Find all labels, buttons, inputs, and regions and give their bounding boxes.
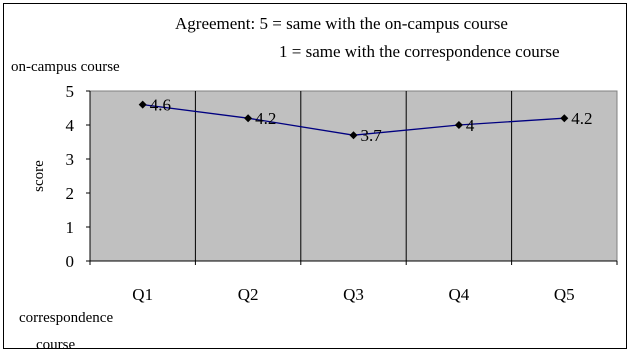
data-label: 4.2 <box>255 109 276 128</box>
bottom-axis-note-line-1: correspondence <box>19 310 113 326</box>
y-tick-label: 2 <box>66 184 75 203</box>
y-tick-label: 0 <box>66 252 75 271</box>
data-point <box>138 100 147 109</box>
plot-background <box>89 90 618 262</box>
x-tick-label: Q4 <box>449 285 470 304</box>
x-tick-label: Q2 <box>238 285 259 304</box>
y-tick-label: 3 <box>66 150 75 169</box>
data-label: 4.2 <box>571 109 592 128</box>
y-tick-label: 1 <box>66 218 75 237</box>
data-point <box>454 121 463 129</box>
top-axis-note: on-campus course <box>11 59 120 75</box>
y-tick-label: 4 <box>66 116 75 135</box>
x-tick-label: Q1 <box>132 285 153 304</box>
x-tick-label: Q3 <box>343 285 364 304</box>
data-label: 4 <box>466 116 475 135</box>
bottom-axis-note-line-2: course <box>36 337 75 353</box>
chart-title-line-1: Agreement: 5 = same with the on-campus c… <box>175 14 508 33</box>
data-point <box>349 131 358 140</box>
data-point <box>244 114 253 123</box>
plot-area: 0 1 2 3 4 5 Q1 Q2 Q3 Q4 Q5 4.6 4.2 3.7 4 4.2 <box>66 82 618 304</box>
y-axis-label: score <box>31 160 47 192</box>
chart-title-line-2: 1 = same with the correspondence course <box>279 42 560 61</box>
data-point <box>560 114 569 123</box>
data-label: 3.7 <box>361 126 383 145</box>
data-label: 4.6 <box>150 96 171 115</box>
x-tick-label: Q5 <box>554 285 575 304</box>
y-tick-label: 5 <box>66 82 75 101</box>
